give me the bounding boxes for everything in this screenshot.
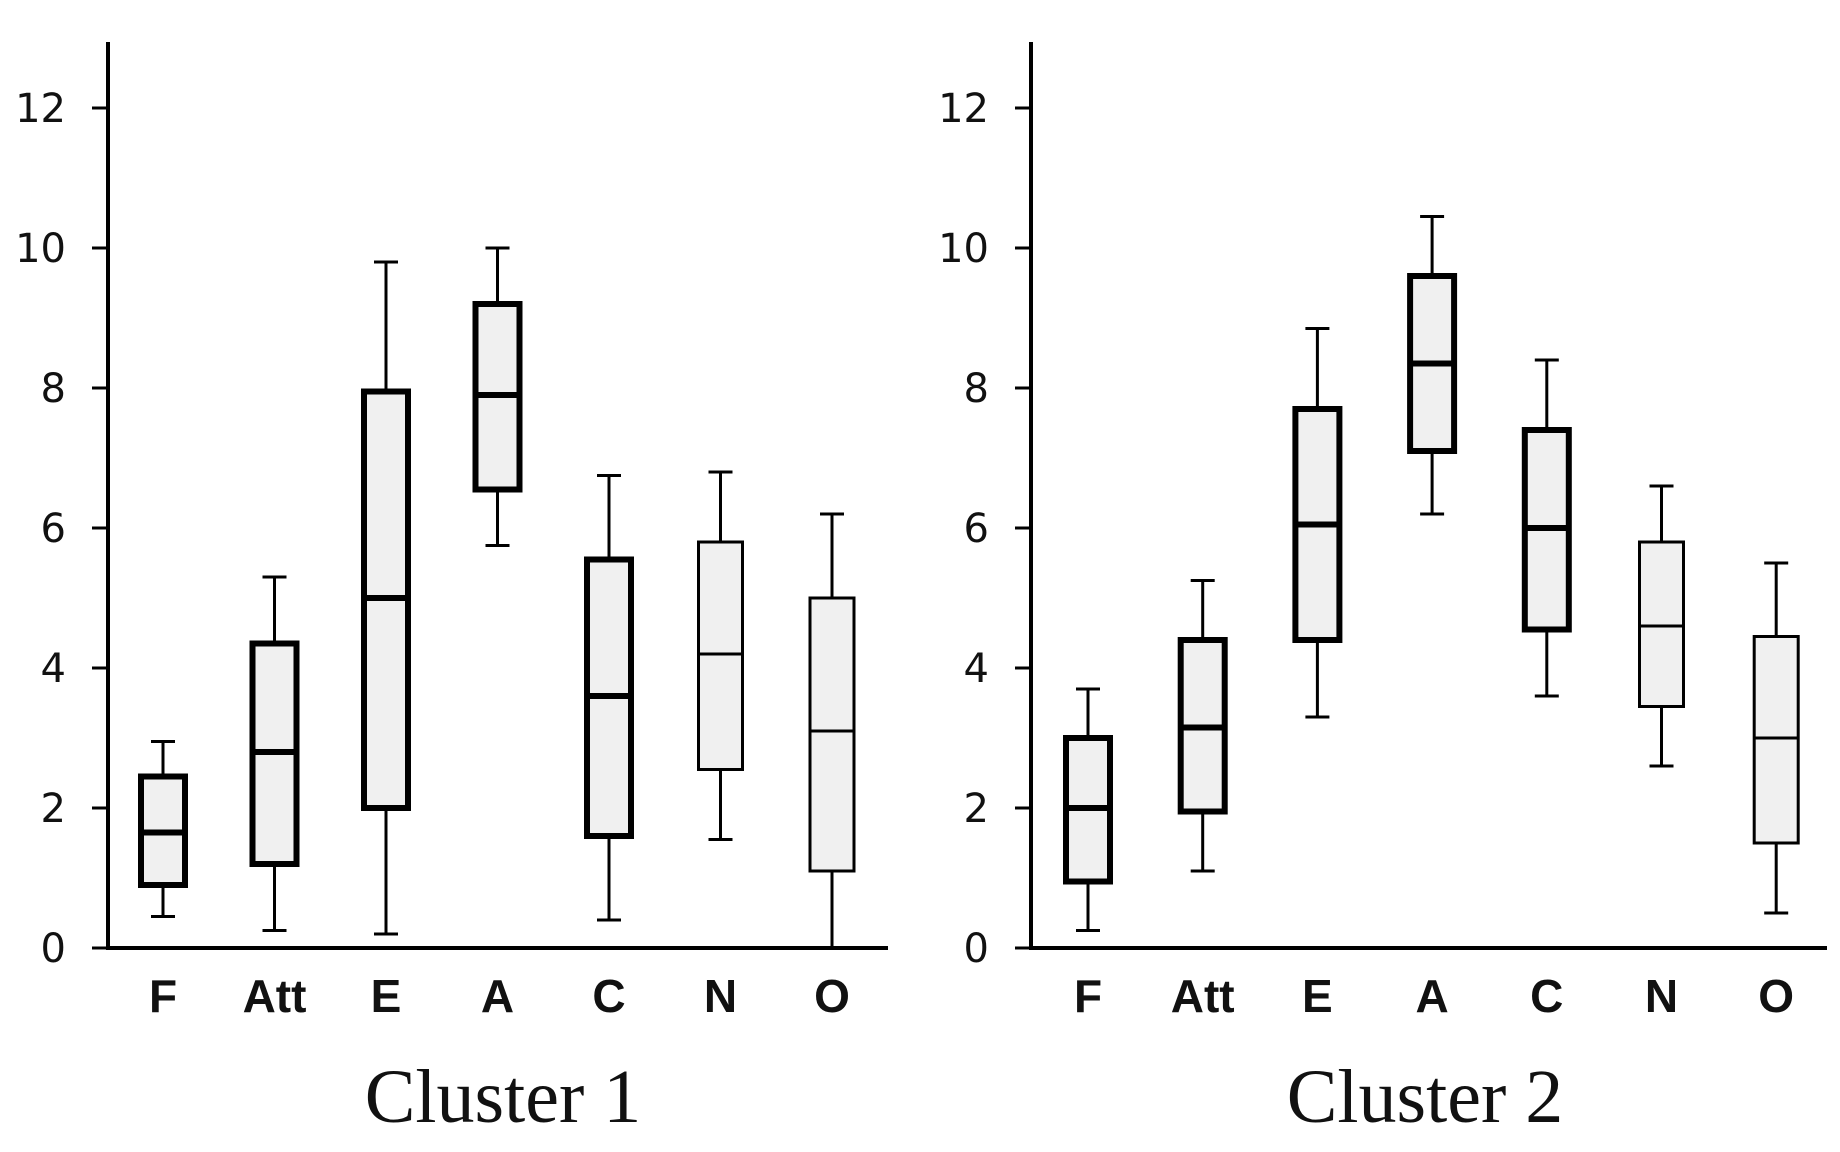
cluster-2-panel: 0 2 4 6 8 10 12 F Att E A C N O Cluster 2 xyxy=(938,42,1827,1139)
y-tick-label: 12 xyxy=(15,86,66,132)
category-label: F xyxy=(1074,970,1102,1022)
y-tick-label: 2 xyxy=(41,786,66,832)
box-f xyxy=(1063,687,1113,932)
y-tick-label: 8 xyxy=(964,366,989,412)
box-c xyxy=(1521,358,1572,698)
box-e xyxy=(1292,327,1343,719)
cluster-title: Cluster 1 xyxy=(365,1055,642,1139)
box-e xyxy=(361,260,411,936)
box-o xyxy=(808,512,856,948)
y-tick-label: 0 xyxy=(964,926,989,972)
category-label: C xyxy=(1530,970,1563,1022)
box-c xyxy=(584,474,634,922)
iqr-box xyxy=(1638,540,1685,708)
y-tick-label: 6 xyxy=(41,506,66,552)
box-att xyxy=(1177,579,1228,873)
iqr-box xyxy=(697,540,744,771)
category-label: F xyxy=(149,970,177,1022)
box-a xyxy=(472,246,523,547)
box-att xyxy=(249,575,300,932)
category-label: A xyxy=(481,970,514,1022)
category-label: N xyxy=(704,970,737,1022)
category-label: A xyxy=(1415,970,1448,1022)
cluster-1-panel: 0 2 4 6 8 10 12 F Att E A C N O Cluster 1 xyxy=(15,42,888,1139)
box-f xyxy=(138,740,188,918)
category-label: O xyxy=(814,970,850,1022)
category-label: E xyxy=(371,970,402,1022)
iqr-box xyxy=(808,596,856,873)
y-tick-label: 10 xyxy=(938,226,989,272)
y-tick-label: 10 xyxy=(15,226,66,272)
category-label: N xyxy=(1645,970,1678,1022)
y-tick-label: 2 xyxy=(964,786,989,832)
y-tick-label: 4 xyxy=(964,646,989,692)
category-label: Att xyxy=(243,970,307,1022)
y-tick-label: 0 xyxy=(41,926,66,972)
cluster-title: Cluster 2 xyxy=(1287,1055,1564,1139)
category-label: E xyxy=(1302,970,1333,1022)
y-tick-label: 12 xyxy=(938,86,989,132)
box-a xyxy=(1407,215,1458,516)
box-n xyxy=(1638,484,1685,768)
box-n xyxy=(697,470,744,841)
category-label: Att xyxy=(1171,970,1235,1022)
category-label: C xyxy=(592,970,625,1022)
y-tick-label: 6 xyxy=(964,506,989,552)
y-tick-label: 4 xyxy=(41,646,66,692)
box-o xyxy=(1752,561,1800,915)
y-tick-label: 8 xyxy=(41,366,66,412)
iqr-box xyxy=(1752,635,1800,845)
category-label: O xyxy=(1758,970,1794,1022)
